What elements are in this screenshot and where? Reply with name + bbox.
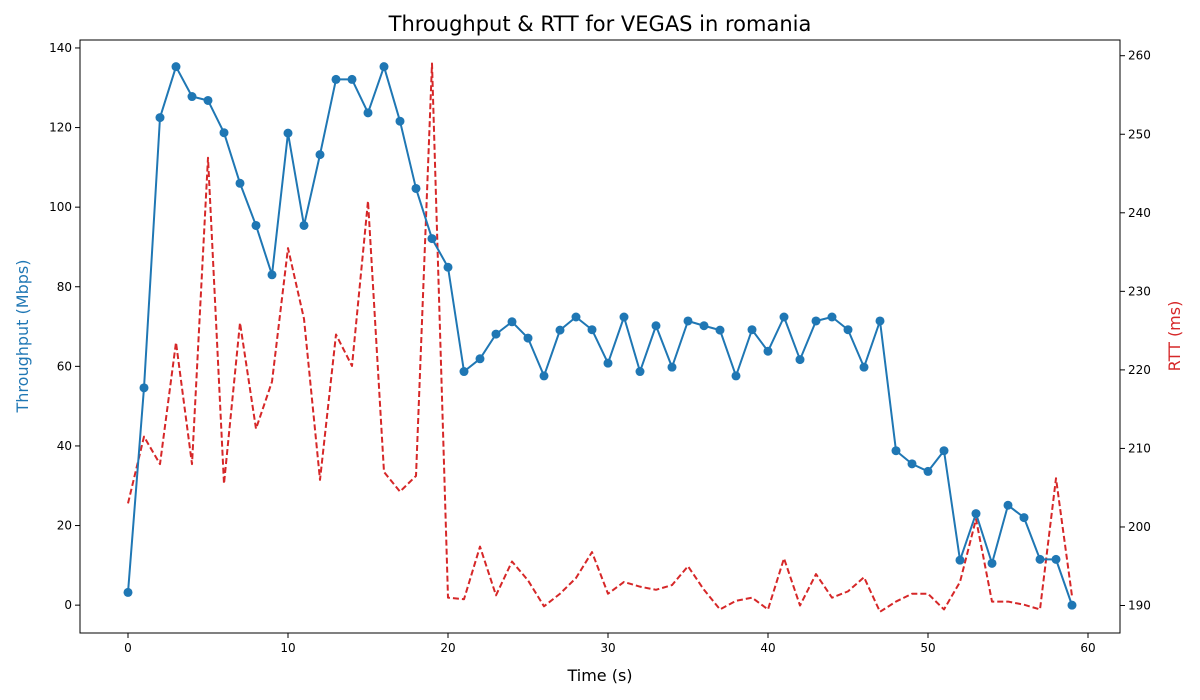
throughput-point — [379, 62, 389, 72]
throughput-point — [907, 459, 917, 469]
throughput-point — [747, 325, 757, 335]
throughput-point — [459, 367, 469, 377]
throughput-point — [699, 321, 709, 331]
x-tick-label: 10 — [280, 641, 295, 655]
y-axis-left: 0 20 40 60 80 100 120 140 — [49, 41, 80, 612]
y-right-tick-label: 250 — [1128, 127, 1151, 141]
y-left-tick-label: 0 — [64, 598, 72, 612]
throughput-point — [939, 446, 949, 456]
throughput-point — [619, 312, 629, 322]
throughput-point — [363, 108, 373, 118]
rtt-line — [127, 62, 1073, 613]
throughput-point — [923, 466, 933, 476]
throughput-point — [875, 316, 885, 326]
y-right-tick-label: 220 — [1128, 363, 1151, 377]
throughput-point — [395, 116, 405, 126]
throughput-point — [123, 587, 133, 597]
y-right-tick-label: 210 — [1128, 441, 1151, 455]
y-axis-right: 190 200 210 220 230 240 250 260 — [1120, 49, 1151, 613]
x-tick-label: 30 — [600, 641, 615, 655]
throughput-point — [811, 316, 821, 326]
y-right-tick-label: 230 — [1128, 284, 1151, 298]
throughput-point — [219, 128, 229, 138]
x-tick-label: 0 — [124, 641, 132, 655]
throughput-point — [475, 354, 485, 364]
y-axis-left-title: Throughput (Mbps) — [13, 260, 32, 414]
throughput-point — [587, 325, 597, 335]
y-right-tick-label: 240 — [1128, 206, 1151, 220]
throughput-point — [523, 333, 533, 343]
plot-frame — [79, 39, 1121, 634]
x-axis-title: Time (s) — [566, 666, 632, 685]
x-tick-label: 40 — [760, 641, 775, 655]
throughput-point — [203, 95, 213, 105]
y-right-tick-label: 260 — [1128, 49, 1151, 63]
x-tick-label: 60 — [1080, 641, 1095, 655]
y-left-tick-label: 20 — [57, 519, 72, 533]
y-axis-right-title: RTT (ms) — [1165, 301, 1184, 372]
throughput-point — [267, 270, 277, 280]
throughput-point — [507, 317, 517, 327]
throughput-point — [955, 555, 965, 565]
throughput-point — [603, 358, 613, 368]
throughput-point — [635, 367, 645, 377]
throughput-point — [795, 355, 805, 365]
chart-title: Throughput & RTT for VEGAS in romania — [388, 12, 812, 36]
throughput-point — [235, 178, 245, 188]
throughput-point — [251, 220, 261, 230]
throughput-point — [683, 316, 693, 326]
x-tick-label: 20 — [440, 641, 455, 655]
throughput-point — [443, 262, 453, 272]
throughput-point — [827, 312, 837, 322]
throughput-point — [1067, 600, 1077, 610]
y-left-tick-label: 120 — [49, 121, 72, 135]
y-left-tick-label: 140 — [49, 41, 72, 55]
throughput-point — [315, 150, 325, 160]
series-layer — [123, 62, 1077, 613]
throughput-point — [987, 558, 997, 568]
throughput-point — [139, 383, 149, 393]
y-left-tick-label: 80 — [57, 280, 72, 294]
throughput-point — [187, 92, 197, 102]
y-left-tick-label: 40 — [57, 439, 72, 453]
throughput-point — [1003, 500, 1013, 510]
throughput-point — [171, 62, 181, 72]
throughput-point — [539, 371, 549, 381]
throughput-point — [843, 325, 853, 335]
throughput-point — [347, 74, 357, 84]
throughput-point — [731, 371, 741, 381]
throughput-point — [555, 325, 565, 335]
y-right-tick-label: 200 — [1128, 520, 1151, 534]
throughput-point — [283, 128, 293, 138]
throughput-point — [763, 346, 773, 356]
throughput-point — [299, 220, 309, 230]
throughput-point — [891, 446, 901, 456]
throughput-point — [331, 74, 341, 84]
throughput-point — [571, 312, 581, 322]
y-right-tick-label: 190 — [1128, 599, 1151, 613]
x-axis: 0 10 20 30 40 50 60 — [124, 633, 1096, 655]
throughput-point — [1051, 554, 1061, 564]
y-left-tick-label: 60 — [57, 359, 72, 373]
x-tick-label: 50 — [920, 641, 935, 655]
throughput-point — [667, 362, 677, 372]
throughput-point — [779, 312, 789, 322]
y-left-tick-label: 100 — [49, 200, 72, 214]
throughput-point — [155, 113, 165, 123]
throughput-point — [1035, 554, 1045, 564]
throughput-point — [411, 183, 421, 193]
throughput-point — [715, 325, 725, 335]
throughput-point — [859, 362, 869, 372]
throughput-point — [651, 321, 661, 331]
throughput-point — [971, 509, 981, 519]
throughput-point — [491, 329, 501, 339]
throughput-point — [427, 234, 437, 244]
throughput-point — [1019, 513, 1029, 523]
plot-background — [80, 40, 1120, 633]
